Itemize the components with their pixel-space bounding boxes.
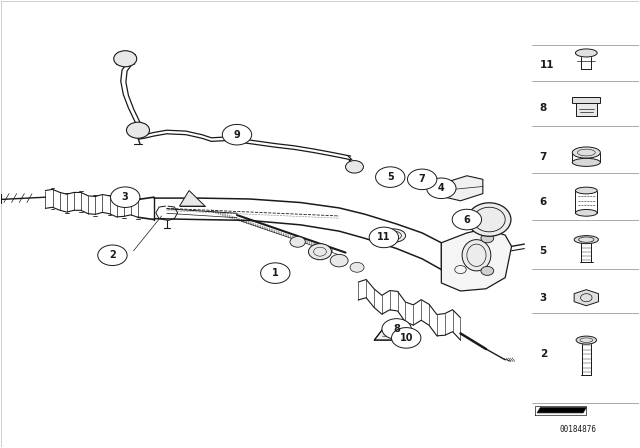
- Polygon shape: [537, 408, 586, 413]
- Ellipse shape: [572, 147, 600, 158]
- Polygon shape: [572, 97, 600, 103]
- Polygon shape: [442, 176, 483, 201]
- Circle shape: [114, 51, 137, 67]
- Circle shape: [98, 245, 127, 266]
- Polygon shape: [574, 290, 598, 306]
- Circle shape: [376, 167, 405, 187]
- Ellipse shape: [467, 203, 511, 236]
- Polygon shape: [374, 327, 394, 340]
- Text: 11: 11: [377, 233, 390, 242]
- Polygon shape: [442, 228, 511, 291]
- Text: 5: 5: [540, 246, 547, 256]
- Circle shape: [481, 234, 493, 243]
- Text: 4: 4: [438, 183, 445, 193]
- Text: 3: 3: [540, 293, 547, 303]
- Circle shape: [350, 263, 364, 272]
- Ellipse shape: [575, 49, 597, 57]
- Circle shape: [369, 227, 399, 248]
- Text: 7: 7: [419, 174, 426, 184]
- Text: 8: 8: [540, 103, 547, 113]
- Text: 11: 11: [540, 60, 554, 70]
- Circle shape: [481, 267, 493, 276]
- Text: 10: 10: [399, 333, 413, 343]
- Ellipse shape: [576, 336, 596, 344]
- Text: 5: 5: [387, 172, 394, 182]
- Text: 2: 2: [109, 250, 116, 260]
- Text: 9: 9: [234, 129, 241, 140]
- Circle shape: [330, 254, 348, 267]
- Text: 3: 3: [122, 192, 129, 202]
- Text: 1: 1: [272, 268, 278, 278]
- Ellipse shape: [381, 229, 406, 242]
- Polygon shape: [576, 103, 596, 116]
- Text: 6: 6: [463, 215, 470, 224]
- Circle shape: [408, 169, 437, 190]
- Circle shape: [427, 178, 456, 198]
- Ellipse shape: [574, 236, 598, 244]
- Circle shape: [308, 244, 332, 260]
- Text: 2: 2: [540, 349, 547, 358]
- Ellipse shape: [462, 240, 491, 271]
- Text: ⚠: ⚠: [381, 333, 387, 338]
- Circle shape: [111, 187, 140, 207]
- Text: 6: 6: [540, 197, 547, 207]
- Circle shape: [260, 263, 290, 284]
- Circle shape: [290, 237, 305, 247]
- Circle shape: [382, 319, 412, 339]
- Ellipse shape: [575, 187, 597, 194]
- Text: 8: 8: [393, 324, 400, 334]
- Circle shape: [222, 125, 252, 145]
- Ellipse shape: [575, 210, 597, 216]
- Polygon shape: [179, 190, 205, 206]
- Circle shape: [127, 122, 150, 138]
- Circle shape: [392, 327, 421, 348]
- Ellipse shape: [572, 158, 600, 166]
- Text: 7: 7: [540, 152, 547, 162]
- Text: 00184876: 00184876: [559, 425, 596, 434]
- Circle shape: [346, 160, 364, 173]
- Circle shape: [452, 209, 481, 230]
